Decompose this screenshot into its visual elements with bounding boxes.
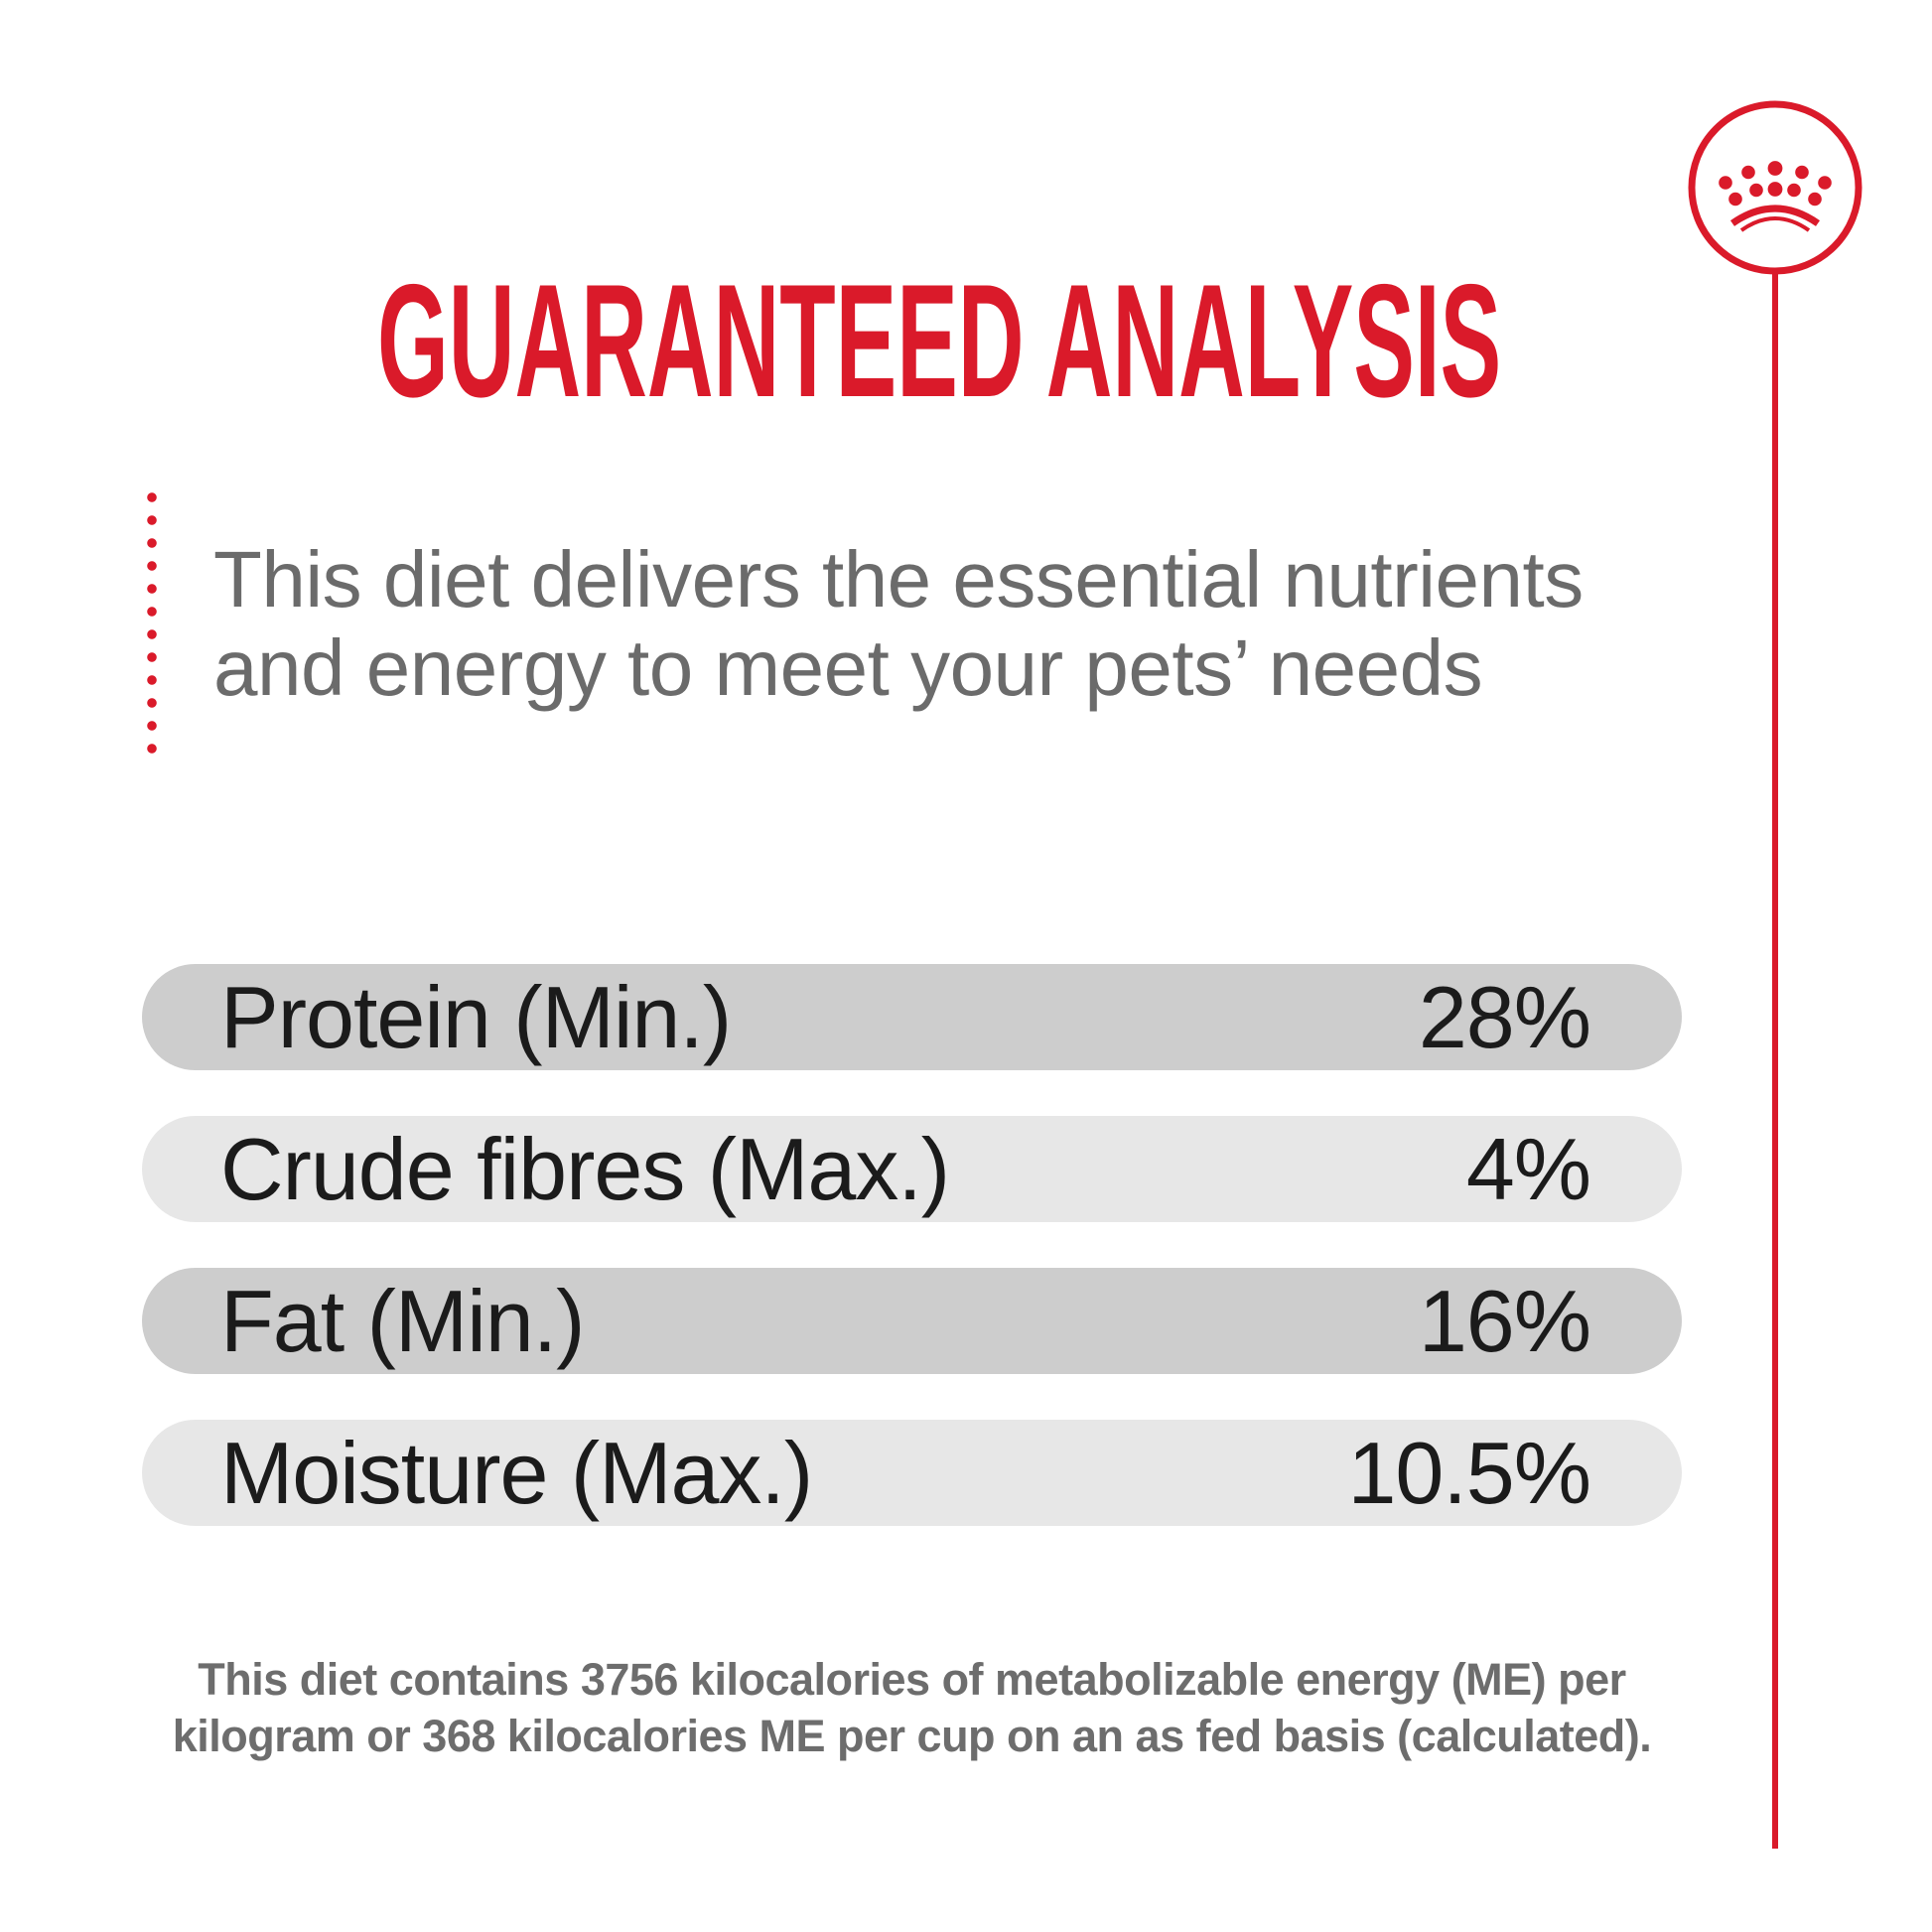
row-label: Crude fibres (Max.) (220, 1119, 950, 1218)
intro-text: This diet delivers the essential nutrien… (213, 535, 1584, 712)
calorie-content-note: This diet contains 3756 kilocalories of … (142, 1651, 1682, 1764)
row-value: 10.5% (1347, 1423, 1591, 1522)
intro-line-2: and energy to meet your pets’ needs (213, 623, 1483, 712)
row-label: Fat (Min.) (220, 1271, 585, 1370)
royal-canin-crown-icon (1688, 100, 1863, 275)
crown-dots (1719, 161, 1832, 207)
intro-line-1: This diet delivers the essential nutrien… (213, 535, 1584, 623)
page-title: GUARANTEED ANALYSIS (377, 250, 1502, 431)
row-label: Moisture (Max.) (220, 1423, 813, 1522)
table-row-moisture: Moisture (Max.) 10.5% (142, 1420, 1682, 1526)
table-row-fat: Fat (Min.) 16% (142, 1268, 1682, 1374)
guaranteed-analysis-table: Protein (Min.) 28% Crude fibres (Max.) 4… (142, 964, 1682, 1572)
row-value: 16% (1418, 1271, 1591, 1370)
row-value: 4% (1465, 1119, 1591, 1218)
row-label: Protein (Min.) (220, 967, 732, 1066)
brand-vertical-line (1772, 270, 1778, 1849)
row-value: 28% (1418, 967, 1591, 1066)
table-row-crude-fibres: Crude fibres (Max.) 4% (142, 1116, 1682, 1222)
intro-dotted-line (147, 492, 157, 755)
footer-line-2: kilogram or 368 kilocalories ME per cup … (172, 1711, 1652, 1761)
footer-line-1: This diet contains 3756 kilocalories of … (198, 1654, 1626, 1705)
crown-base-arcs (1729, 205, 1821, 232)
table-row-protein: Protein (Min.) 28% (142, 964, 1682, 1070)
